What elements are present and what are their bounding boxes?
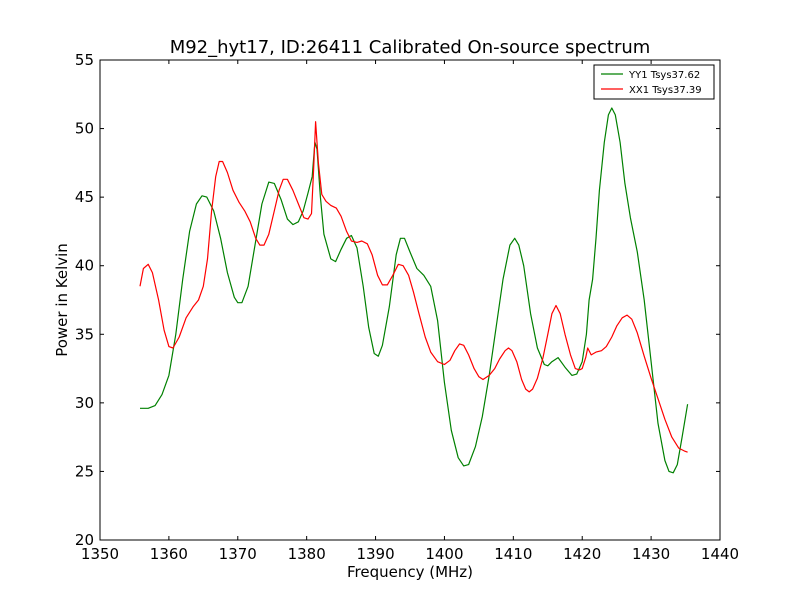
y-tick-label: 45 bbox=[75, 188, 94, 206]
legend-label-yy1: YY1 Tsys37.62 bbox=[628, 70, 700, 81]
series-layer bbox=[139, 107, 689, 474]
x-tick-label: 1380 bbox=[288, 545, 326, 563]
legend-label-xx1: XX1 Tsys37.39 bbox=[629, 85, 702, 96]
series-line-yy1 bbox=[140, 107, 689, 474]
y-tick-label: 35 bbox=[75, 325, 94, 343]
x-tick-label: 1390 bbox=[356, 545, 394, 563]
x-tick-label: 1400 bbox=[425, 545, 463, 563]
x-tick-label: 1410 bbox=[494, 545, 532, 563]
x-tick-label: 1350 bbox=[81, 545, 119, 563]
y-axis: 20 25 30 35 40 45 50 55 bbox=[75, 51, 720, 549]
x-tick-label: 1420 bbox=[563, 545, 601, 563]
legend: YY1 Tsys37.62 XX1 Tsys37.39 bbox=[593, 64, 715, 100]
x-tick-label: 1440 bbox=[701, 545, 739, 563]
plot-frame bbox=[99, 59, 721, 541]
y-axis-label: Power in Kelvin bbox=[53, 243, 71, 357]
x-axis: 1350 1360 1370 1380 1390 1400 1410 1420 1430 1440 bbox=[81, 60, 739, 563]
chart-title: M92_hyt17, ID:26411 Calibrated On-source… bbox=[170, 37, 651, 58]
x-axis-label: Frequency (MHz) bbox=[347, 563, 473, 581]
y-tick-label: 40 bbox=[75, 257, 94, 275]
series-line-xx1 bbox=[139, 121, 688, 453]
x-tick-label: 1370 bbox=[219, 545, 257, 563]
legend-box bbox=[593, 64, 715, 100]
y-tick-label: 30 bbox=[75, 394, 94, 412]
y-tick-label: 50 bbox=[75, 120, 94, 138]
y-tick-label: 20 bbox=[75, 531, 94, 549]
x-tick-label: 1360 bbox=[150, 545, 188, 563]
x-tick-label: 1430 bbox=[632, 545, 670, 563]
y-tick-label: 25 bbox=[75, 462, 94, 480]
y-tick-label: 55 bbox=[75, 51, 94, 69]
